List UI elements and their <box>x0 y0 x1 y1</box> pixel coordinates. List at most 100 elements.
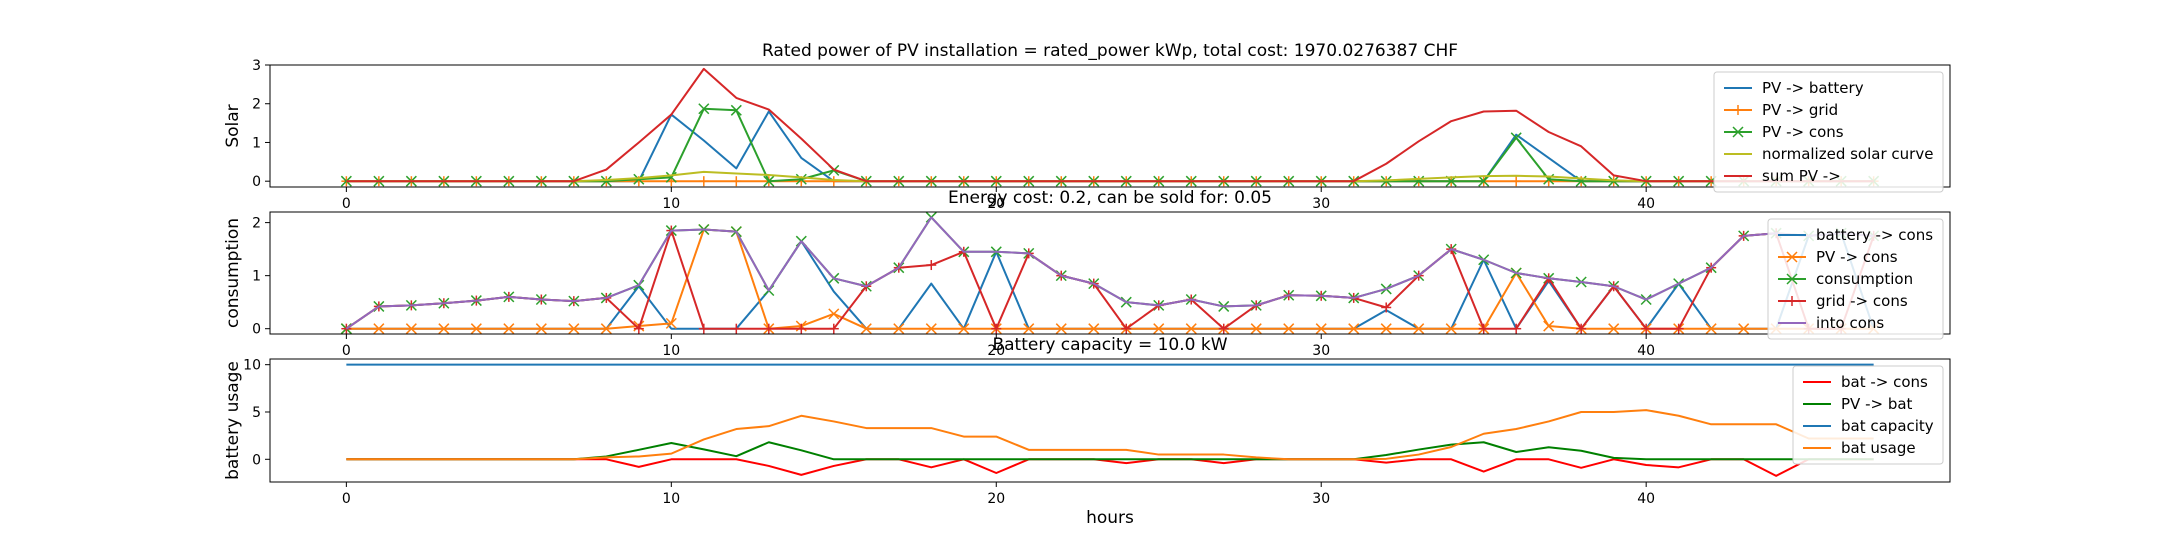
data-point-pv-cons <box>1250 323 1262 335</box>
x-tick-label: 10 <box>662 343 680 359</box>
axes-3: 0 10 20 30 40 0 5 10 Battery capacity = 10.0 kW b… <box>223 335 1951 528</box>
data-point-pv-cons <box>1738 323 1750 335</box>
legend-label-normalized-solar-curve: normalized solar curve <box>1762 145 1933 163</box>
data-point-pv-cons <box>1088 323 1100 335</box>
y-tick-label: 1 <box>252 135 261 151</box>
legend-marker-consumption <box>1786 273 1798 285</box>
data-point-pv-cons <box>1510 132 1522 144</box>
legend-label-grid-cons: grid -> cons <box>1816 292 1908 310</box>
series-line-consumption <box>345 216 1874 330</box>
legend-label-pv-cons: PV -> cons <box>1816 248 1898 266</box>
axes-1: 0 10 20 30 40 0 1 2 3 Rated power of PV installat… <box>223 41 1951 212</box>
x-tick-label: 10 <box>662 196 680 212</box>
data-point-pv-cons <box>1608 323 1620 335</box>
data-point-pv-cons <box>633 173 645 185</box>
y-tick-label: 10 <box>243 358 261 374</box>
chart-title: Energy cost: 0.2, can be sold for: 0.05 <box>948 188 1272 208</box>
series-line-grid-cons <box>345 229 1875 330</box>
y-axis-label: Solar <box>223 104 243 147</box>
y-tick-label: 0 <box>252 174 261 190</box>
legend-marker-pv-cons <box>1786 251 1798 263</box>
chart-title: Battery capacity = 10.0 kW <box>992 335 1227 355</box>
data-point-pv-cons <box>665 171 677 183</box>
data-point-pv-cons <box>568 323 580 335</box>
data-point-pv-cons <box>958 323 970 335</box>
data-point-pv-cons <box>828 308 840 320</box>
data-point-pv-cons <box>1543 320 1555 332</box>
data-point-pv-cons <box>438 323 450 335</box>
legend-box <box>1792 365 1944 465</box>
axes-frame <box>269 64 1951 188</box>
legend-box <box>1767 218 1944 340</box>
data-point-pv-cons <box>1413 323 1425 335</box>
series-line-sum-pv <box>346 67 1874 183</box>
data-point-pv-cons <box>600 175 612 187</box>
legend: battery -> cons PV -> cons consumption grid… <box>1767 218 1944 340</box>
data-point-pv-cons <box>1705 323 1717 335</box>
x-tick-label: 20 <box>987 491 1005 507</box>
legend: PV -> battery PV -> grid PV -> cons normali… <box>1713 71 1944 193</box>
x-tick-label: 30 <box>1312 343 1330 359</box>
legend-label-bat-usage: bat usage <box>1841 439 1916 457</box>
data-point-pv-cons <box>795 173 807 185</box>
legend-label-pv-cons: PV -> cons <box>1762 123 1844 141</box>
x-tick-label: 10 <box>662 491 680 507</box>
legend-box <box>1713 71 1944 193</box>
x-tick-label: 40 <box>1637 343 1655 359</box>
data-point-pv-cons <box>730 104 742 116</box>
legend-label-pv-battery: PV -> battery <box>1762 79 1864 97</box>
legend-label-pv-bat: PV -> bat <box>1841 395 1913 413</box>
data-point-pv-cons <box>535 323 547 335</box>
legend-label-into-cons: into cons <box>1816 314 1884 332</box>
y-tick-label: 0 <box>252 322 261 338</box>
data-point-pv-cons <box>1445 323 1457 335</box>
data-point-pv-cons <box>893 323 905 335</box>
data-point-pv-cons <box>405 323 417 335</box>
legend-label-sum-pv: sum PV -> <box>1762 167 1841 185</box>
x-tick-label: 0 <box>342 343 351 359</box>
y-tick-label: 5 <box>252 405 261 421</box>
x-tick-label: 40 <box>1637 491 1655 507</box>
data-point-pv-cons <box>1283 323 1295 335</box>
data-point-pv-cons <box>470 323 482 335</box>
series-line-into-cons <box>345 216 1874 330</box>
data-point-pv-cons <box>1348 323 1360 335</box>
y-axis-label: battery usage <box>223 361 243 480</box>
legend: bat -> cons PV -> bat bat capacity bat usag… <box>1792 365 1944 465</box>
series-line-bat-usage <box>346 409 1874 461</box>
y-tick-label: 0 <box>252 452 261 468</box>
data-point-pv-cons <box>503 323 515 335</box>
data-point-pv-cons <box>1478 175 1490 187</box>
data-point-pv-cons <box>763 175 775 187</box>
x-axis-label: hours <box>1086 508 1134 528</box>
data-point-pv-cons <box>1315 323 1327 335</box>
data-point-pv-cons <box>698 103 710 115</box>
data-point-pv-cons <box>1055 323 1067 335</box>
series-line-bat-cons <box>346 458 1874 477</box>
series-line-battery-cons <box>346 232 1875 330</box>
y-tick-label: 2 <box>252 216 261 232</box>
series-line-pv-battery <box>346 110 1874 183</box>
x-tick-label: 0 <box>342 196 351 212</box>
x-tick-label: 20 <box>987 343 1005 359</box>
x-tick-label: 30 <box>1312 196 1330 212</box>
data-point-pv-cons <box>373 323 385 335</box>
data-point-pv-cons <box>860 323 872 335</box>
legend-label-bat-cons: bat -> cons <box>1841 373 1928 391</box>
y-tick-label: 3 <box>252 58 261 74</box>
legend-label-consumption: consumption <box>1816 270 1913 288</box>
legend-label-bat-capacity: bat capacity <box>1841 417 1934 435</box>
data-point-pv-cons <box>600 323 612 335</box>
axes-2: 0 10 20 30 40 0 1 2 Energy cost: 0.2, can be sol… <box>223 188 1951 359</box>
y-axis-label: consumption <box>223 218 243 328</box>
data-point-pv-cons <box>1380 323 1392 335</box>
y-tick-label: 1 <box>252 269 261 285</box>
x-tick-label: 40 <box>1637 196 1655 212</box>
data-point-pv-cons <box>1023 323 1035 335</box>
legend-marker-pv-cons <box>1732 126 1744 138</box>
series-line-pv-cons <box>346 107 1874 183</box>
x-tick-label: 20 <box>987 196 1005 212</box>
data-point-pv-cons <box>925 323 937 335</box>
legend-label-battery-cons: battery -> cons <box>1816 226 1933 244</box>
